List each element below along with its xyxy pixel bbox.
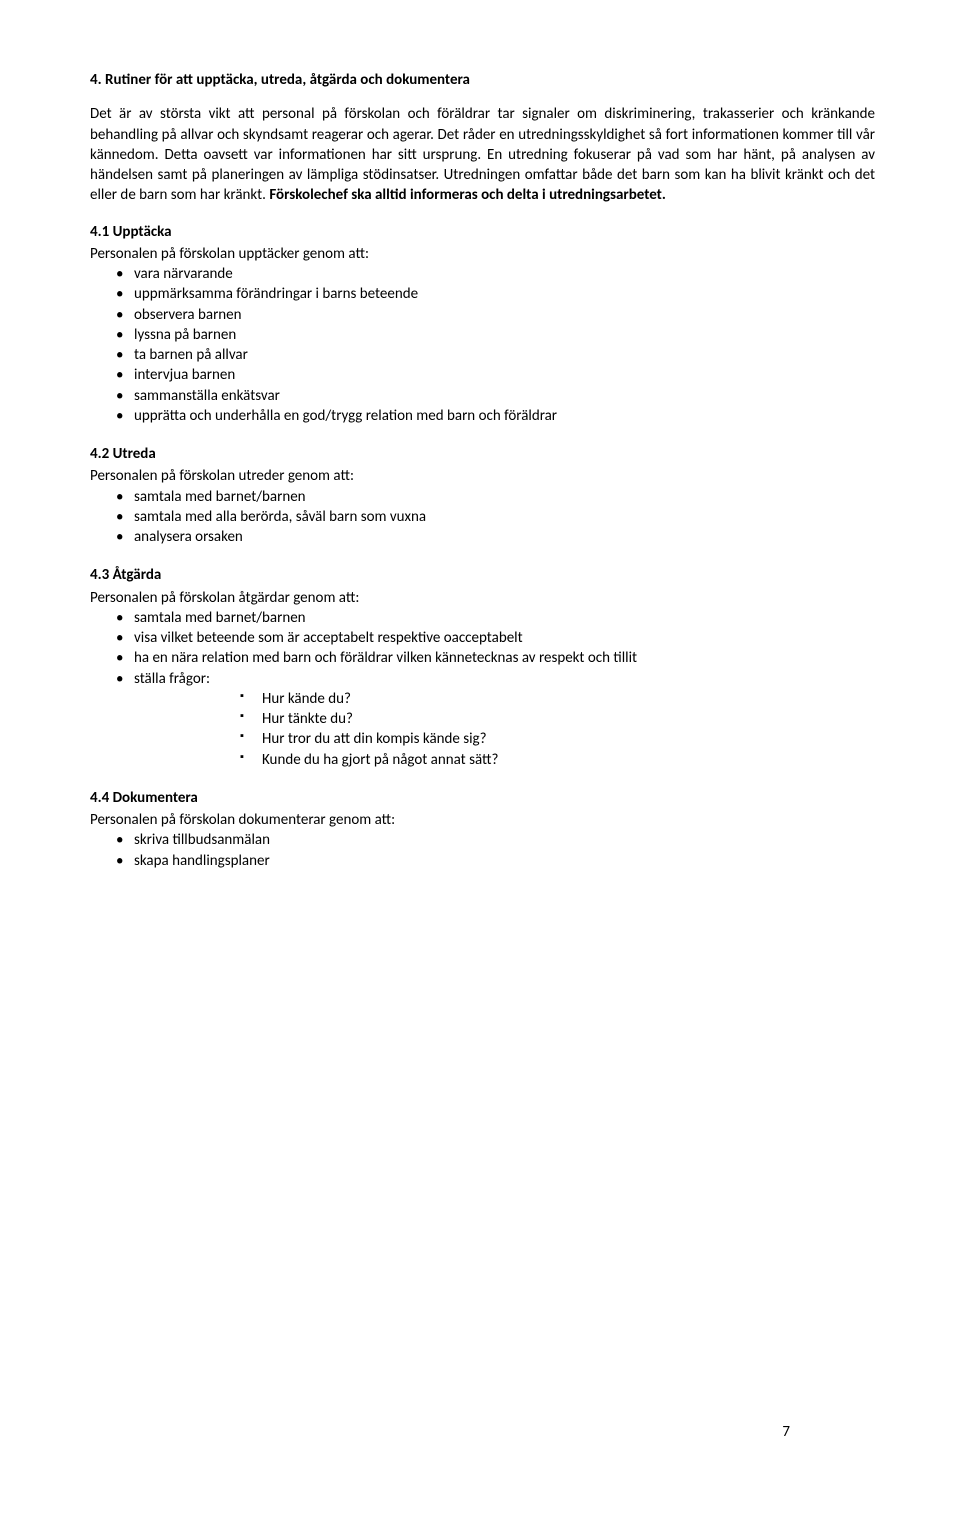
list-item: samtala med alla berörda, såväl barn som… [116,507,875,527]
list-4-1: vara närvarande uppmärksamma förändringa… [90,264,875,426]
list-item: skapa handlingsplaner [116,851,875,871]
section-4-1: 4.1 Upptäcka Personalen på förskolan upp… [90,222,875,427]
subheading-4-4: 4.4 Dokumentera [90,788,875,808]
list-item: vara närvarande [116,264,875,284]
list-item: samtala med barnet/barnen [116,608,875,628]
list-item: skriva tillbudsanmälan [116,830,875,850]
section-4-2: 4.2 Utreda Personalen på förskolan utred… [90,444,875,547]
list-item: uppmärksamma förändringar i barns beteen… [116,284,875,304]
list-item: ta barnen på allvar [116,345,875,365]
list-item: upprätta och underhålla en god/trygg rel… [116,406,875,426]
list-item: ha en nära relation med barn och föräldr… [116,648,875,668]
list-4-3: samtala med barnet/barnen visa vilket be… [90,608,875,689]
subheading-4-1: 4.1 Upptäcka [90,222,875,242]
lead-4-4: Personalen på förskolan dokumenterar gen… [90,810,875,830]
subheading-4-2: 4.2 Utreda [90,444,875,464]
list-item: observera barnen [116,305,875,325]
list-item: Hur tänkte du? [240,709,875,729]
intro-bold-text: Förskolechef ska alltid informeras och d… [269,186,666,204]
section-heading: 4. Rutiner för att upptäcka, utreda, åtg… [90,70,875,90]
list-4-2: samtala med barnet/barnen samtala med al… [90,487,875,548]
list-item: Kunde du ha gjort på något annat sätt? [240,750,875,770]
list-item: samtala med barnet/barnen [116,487,875,507]
lead-4-2: Personalen på förskolan utreder genom at… [90,466,875,486]
section-4-4: 4.4 Dokumentera Personalen på förskolan … [90,788,875,871]
lead-4-3: Personalen på förskolan åtgärdar genom a… [90,588,875,608]
list-item: intervjua barnen [116,365,875,385]
page-number: 7 [782,1422,790,1442]
list-item: Hur tror du att din kompis kände sig? [240,729,875,749]
list-item: Hur kände du? [240,689,875,709]
subheading-4-3: 4.3 Åtgärda [90,565,875,585]
sublist-4-3: Hur kände du? Hur tänkte du? Hur tror du… [90,689,875,770]
list-item: analysera orsaken [116,527,875,547]
list-item: sammanställa enkätsvar [116,386,875,406]
list-item: visa vilket beteende som är acceptabelt … [116,628,875,648]
list-item: lyssna på barnen [116,325,875,345]
lead-4-1: Personalen på förskolan upptäcker genom … [90,244,875,264]
list-4-4: skriva tillbudsanmälan skapa handlingspl… [90,830,875,871]
list-item: ställa frågor: [116,669,875,689]
intro-paragraph: Det är av största vikt att personal på f… [90,104,875,205]
section-4-3: 4.3 Åtgärda Personalen på förskolan åtgä… [90,565,875,770]
